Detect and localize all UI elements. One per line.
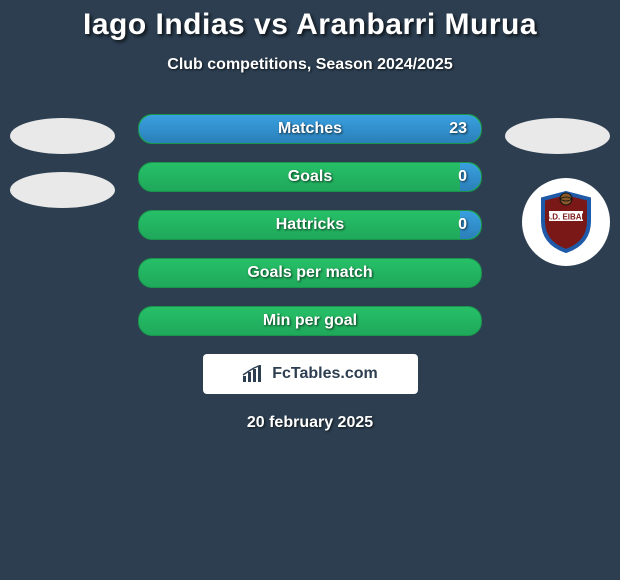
player-photo-left-2 [10,172,115,208]
stat-bar-goals-per-match-label: Goals per match [247,264,372,282]
stat-bar-goals-per-match: Goals per match [138,258,482,288]
stat-bar-goals-value: 0 [458,163,467,191]
stat-bar-min-per-goal-label: Min per goal [263,312,357,330]
player-photo-left-1 [10,118,115,154]
stat-bar-matches: Matches 23 [138,114,482,144]
stat-bar-matches-value: 23 [449,115,467,143]
date-line: 20 february 2025 [0,414,620,432]
svg-text:S.D. EIBAR: S.D. EIBAR [545,213,588,222]
stat-bar-matches-label: Matches [278,120,342,138]
stat-bar-hattricks: Hattricks 0 [138,210,482,240]
player-photo-right-1 [505,118,610,154]
stat-bar-hattricks-value: 0 [458,211,467,239]
fctables-watermark: FcTables.com [203,354,418,394]
club-badge: S.D. EIBAR [522,178,610,266]
stat-bar-goals-label: Goals [288,168,332,186]
fctables-text: FcTables.com [272,365,378,383]
stat-bar-hattricks-label: Hattricks [276,216,344,234]
page-subtitle: Club competitions, Season 2024/2025 [0,56,620,74]
stat-bar-min-per-goal: Min per goal [138,306,482,336]
page-title: Iago Indias vs Aranbarri Murua [0,0,620,42]
stat-bar-goals: Goals 0 [138,162,482,192]
bars-icon [242,365,264,383]
